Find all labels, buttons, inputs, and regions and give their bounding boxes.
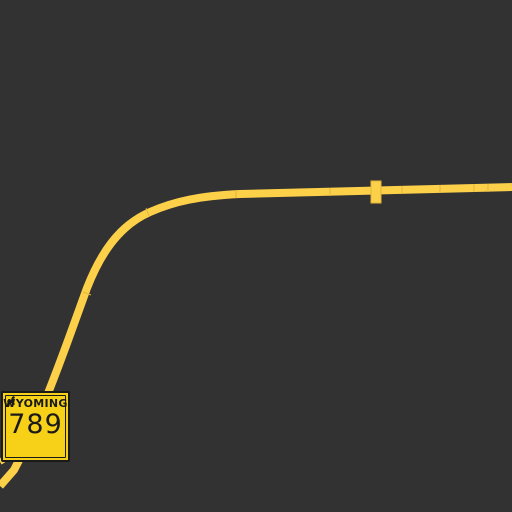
route-shield-state: WYOMING bbox=[3, 397, 68, 410]
route-shield[interactable]: WYOMING 789 bbox=[1, 391, 70, 462]
highway-route-789[interactable] bbox=[0, 183, 512, 489]
route-shield-border bbox=[5, 395, 66, 458]
bucking-horse-icon bbox=[7, 396, 15, 407]
road-segment-joints bbox=[82, 184, 489, 296]
bridge-marker[interactable] bbox=[370, 180, 382, 204]
route-shield-number: 789 bbox=[8, 409, 63, 440]
